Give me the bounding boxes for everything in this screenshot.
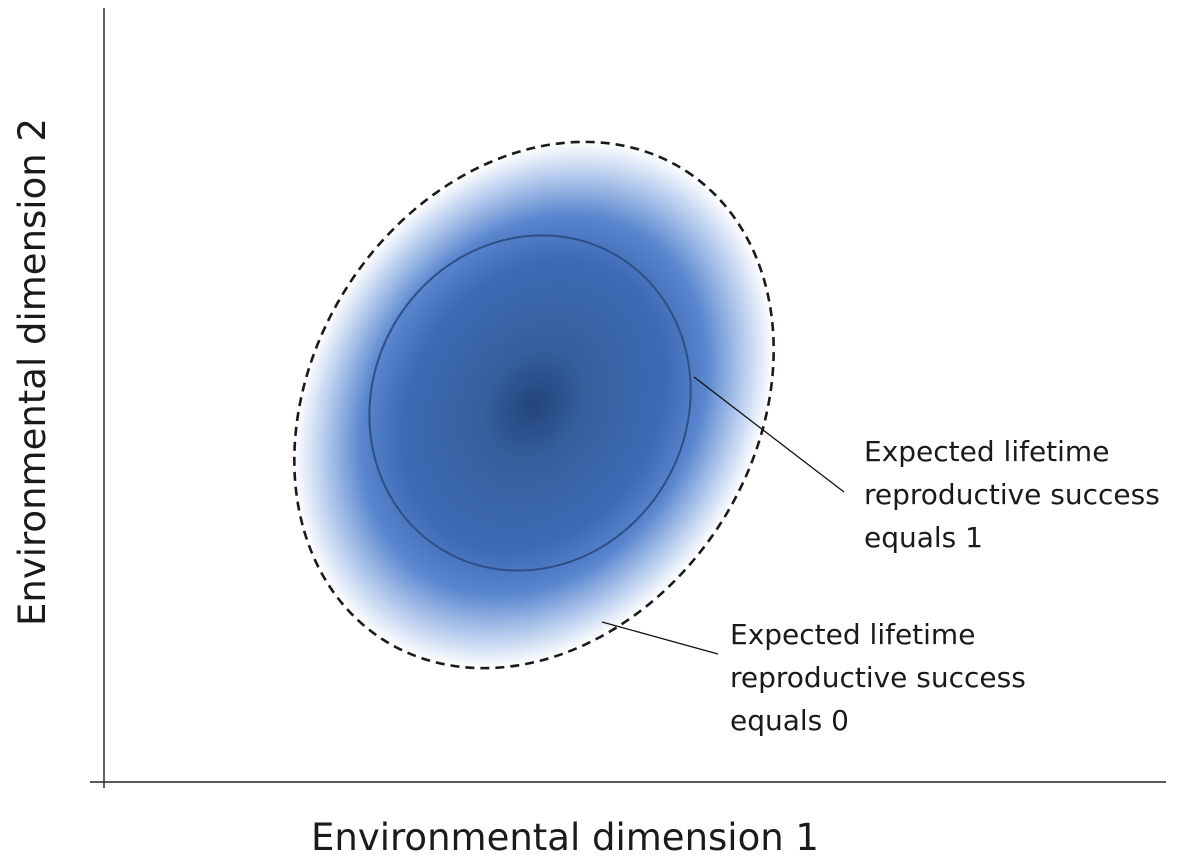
outer-contour-zero	[293, 140, 775, 670]
x-axis-title: Environmental dimension 1	[311, 816, 819, 859]
inner-contour-label-line-2: reproductive success	[864, 478, 1160, 511]
outer-contour-leader	[601, 621, 719, 655]
fitness-density-region	[294, 141, 774, 669]
y-axis-title: Environmental dimension 2	[11, 118, 54, 626]
inner-contour-one	[368, 234, 692, 572]
outer-contour-label-line-2: reproductive success	[730, 661, 1026, 694]
outer-contour-label: Expected lifetime reproductive success e…	[730, 618, 1035, 737]
inner-contour-leader	[693, 376, 845, 493]
inner-contour-label: Expected lifetime reproductive success e…	[864, 435, 1169, 554]
inner-contour-label-line-3: equals 1	[864, 521, 983, 554]
outer-contour-label-line-1: Expected lifetime	[730, 618, 975, 651]
inner-contour-label-line-1: Expected lifetime	[864, 435, 1109, 468]
outer-contour-label-line-3: equals 0	[730, 704, 849, 737]
